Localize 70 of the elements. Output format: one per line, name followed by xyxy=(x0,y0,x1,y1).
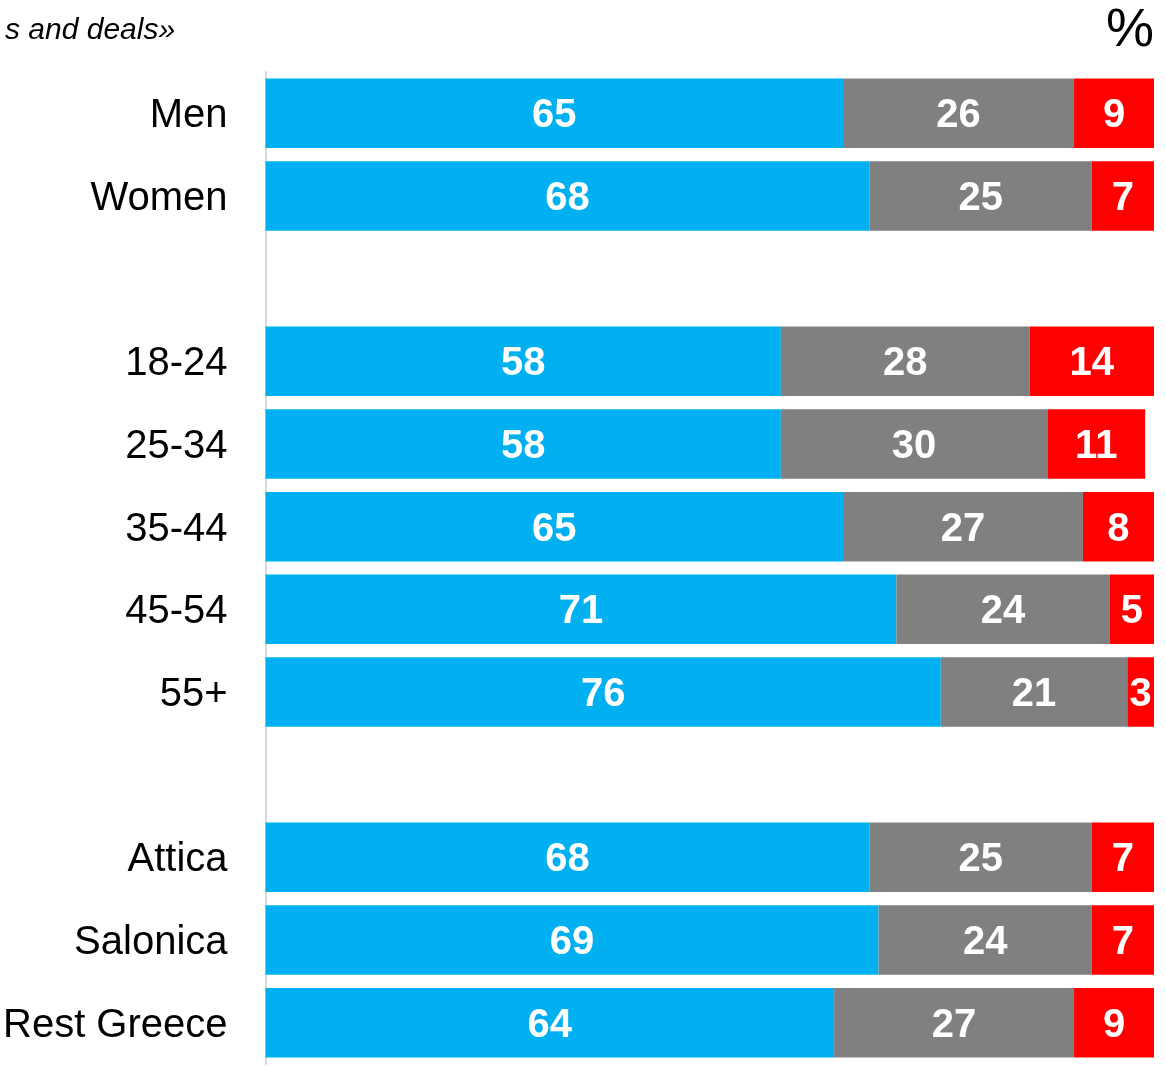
y-tick-label: 55+ xyxy=(159,670,228,714)
data-label: 7 xyxy=(1111,835,1135,880)
data-label: 65 xyxy=(532,504,577,549)
bar xyxy=(1029,326,1154,397)
data-label: 64 xyxy=(527,1000,573,1045)
bar xyxy=(878,905,1092,975)
data-label: 5 xyxy=(1120,587,1143,632)
bar xyxy=(1091,905,1154,975)
data-label: 14 xyxy=(1069,339,1115,384)
bar xyxy=(265,326,781,397)
data-label: 30 xyxy=(891,422,937,466)
bar xyxy=(265,905,879,975)
data-label: 68 xyxy=(545,835,590,880)
bar xyxy=(265,987,835,1058)
data-label: 7 xyxy=(1111,174,1135,218)
y-tick-label: Attica xyxy=(127,835,229,880)
bar xyxy=(265,657,941,727)
bar xyxy=(265,491,844,562)
data-label: 68 xyxy=(545,174,590,218)
data-label: 69 xyxy=(549,918,595,962)
bar xyxy=(265,409,781,479)
data-label: 27 xyxy=(940,504,986,549)
data-label: 11 xyxy=(1075,422,1118,466)
y-tick-label: 45-54 xyxy=(125,587,228,632)
data-label: 65 xyxy=(532,91,577,136)
data-label: 71 xyxy=(558,587,604,632)
data-label: 9 xyxy=(1102,91,1126,136)
bar xyxy=(834,987,1075,1058)
bar xyxy=(1074,987,1154,1058)
bar xyxy=(1047,409,1146,479)
data-label: 25 xyxy=(958,835,1003,880)
bar xyxy=(780,326,1030,397)
bar xyxy=(1091,161,1154,231)
data-label: 58 xyxy=(500,422,546,466)
bar xyxy=(265,574,897,645)
data-label: 24 xyxy=(962,918,1009,962)
data-label: 58 xyxy=(500,339,546,384)
y-tick-label: Women xyxy=(90,174,228,218)
chart-title: s and deals» xyxy=(5,11,176,45)
bar xyxy=(265,78,844,149)
bar xyxy=(869,161,1092,231)
bar xyxy=(940,657,1128,727)
bar xyxy=(869,822,1092,893)
y-tick-label: 18-24 xyxy=(125,339,228,384)
bar xyxy=(780,409,1048,479)
data-label: 8 xyxy=(1107,504,1130,549)
text: % xyxy=(1105,0,1154,57)
y-tick-label: Rest Greece xyxy=(3,1000,228,1045)
data-label: 9 xyxy=(1102,1000,1126,1045)
bar xyxy=(265,822,870,893)
bar xyxy=(896,574,1110,645)
bar xyxy=(843,491,1083,562)
y-tick-label: Salonica xyxy=(74,918,229,962)
data-label: 28 xyxy=(882,339,928,384)
data-label: 21 xyxy=(1011,670,1057,714)
data-label: 7 xyxy=(1111,918,1135,962)
data-label: 25 xyxy=(958,174,1003,218)
bar xyxy=(1074,78,1154,149)
data-label: 76 xyxy=(580,670,626,714)
data-label: 3 xyxy=(1129,670,1152,714)
bar xyxy=(265,161,870,231)
data-label: 24 xyxy=(980,587,1026,632)
bar xyxy=(843,78,1075,149)
y-tick-label: 35-44 xyxy=(125,504,228,549)
y-tick-label: Men xyxy=(149,91,228,136)
y-tick-label: 25-34 xyxy=(125,422,228,466)
bar xyxy=(1082,491,1154,562)
bar xyxy=(1091,822,1154,893)
data-label: 26 xyxy=(936,91,981,136)
data-label: 27 xyxy=(931,1000,977,1045)
